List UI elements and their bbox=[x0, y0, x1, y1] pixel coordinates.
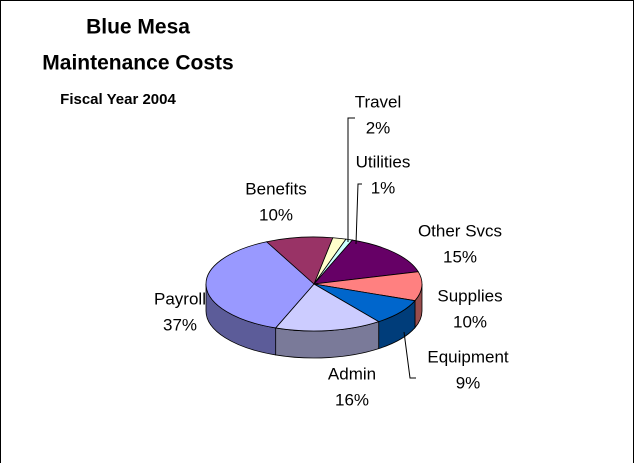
slice bbox=[265, 236, 334, 285]
leader-line bbox=[355, 183, 362, 245]
slice-value-label: 9% bbox=[456, 373, 481, 392]
slice bbox=[205, 241, 315, 329]
slice-value-label: 10% bbox=[453, 312, 487, 331]
chart-title: Maintenance Costs bbox=[42, 52, 233, 75]
slice bbox=[274, 283, 380, 332]
slice-label: Benefits bbox=[245, 179, 306, 198]
slice-value-label: 10% bbox=[259, 205, 293, 224]
slice-label: Admin bbox=[328, 364, 376, 383]
slice-value-label: 16% bbox=[335, 390, 369, 409]
slice-value-label: 15% bbox=[443, 247, 477, 266]
slice-label: Supplies bbox=[437, 286, 502, 305]
slice-value-label: 2% bbox=[366, 118, 391, 137]
leader-line bbox=[403, 331, 416, 379]
slice-label: Travel bbox=[355, 92, 402, 111]
slice bbox=[313, 239, 419, 285]
slice-value-label: 37% bbox=[163, 315, 197, 334]
slice-label: Other Svcs bbox=[418, 221, 502, 240]
chart-title: Blue Mesa bbox=[86, 16, 190, 39]
slice-label: Payroll bbox=[154, 289, 206, 308]
slice-value-label: 1% bbox=[371, 178, 396, 197]
leader-line bbox=[347, 117, 355, 242]
chart-subtitle: Fiscal Year 2004 bbox=[60, 91, 176, 108]
slice-label: Utilities bbox=[356, 152, 411, 171]
slice-label: Equipment bbox=[427, 347, 509, 366]
